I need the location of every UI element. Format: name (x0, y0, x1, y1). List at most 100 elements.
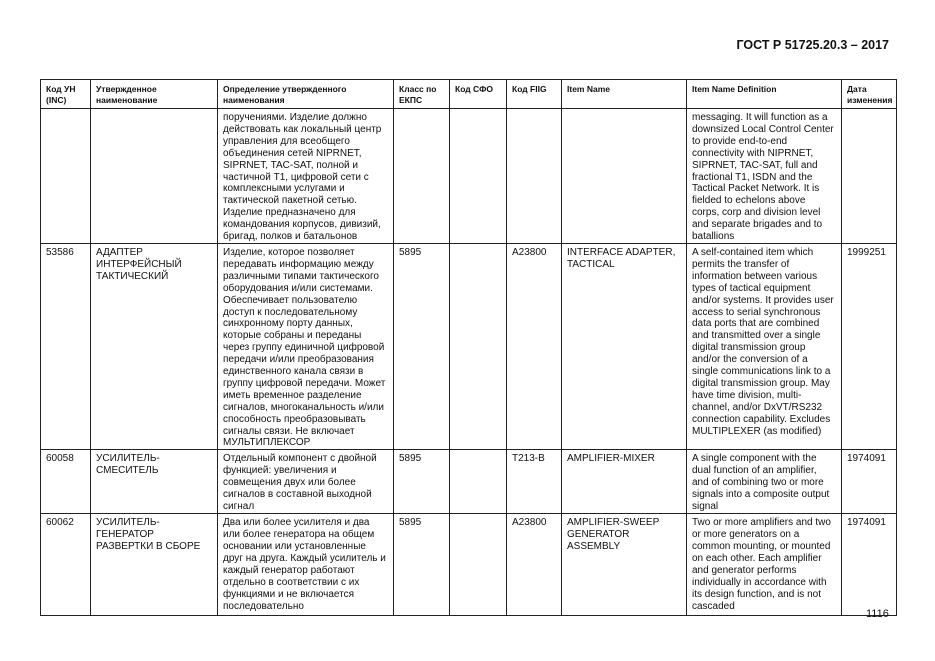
text-line: and of combining two or more (692, 477, 824, 489)
text-line: 5895 (399, 246, 422, 258)
text-line: and separate brigades and to (692, 219, 823, 231)
text-line: СМЕСИТЕЛЬ (96, 465, 159, 477)
table: Код УН (INC) Утвержденное наименование Опред… (40, 79, 897, 617)
table-cell: УСИЛИТЕЛЬ- СМЕСИТЕЛЬ (90, 449, 218, 515)
text-line: Код FIIG (512, 84, 547, 94)
table-cell: Изделие, которое позволяет передавать инф… (217, 242, 394, 451)
text-line: объединения сетей NIPRNET, (223, 147, 362, 159)
text-line: АДАПТЕР (96, 246, 143, 258)
text-line: комплексными услугами и (223, 183, 345, 195)
text-line: наименование (96, 94, 158, 105)
text-line: УСИЛИТЕЛЬ- (96, 453, 160, 465)
table-cell: AMPLIFIER-MIXER (561, 449, 687, 515)
text-line: on each other. Each amplifier (692, 553, 822, 565)
text-line: бригад, полков и батальонов (223, 231, 358, 243)
text-line: группу цифровой передачи. Может (223, 377, 386, 389)
text-line: Two or more amplifiers and two (692, 517, 831, 529)
text-line: A single component with the (692, 453, 817, 465)
header-cell: Дата изменения (841, 79, 897, 109)
text-line: permits the transfer of (692, 258, 790, 270)
text-line: сигналов, многоканальность и/или (223, 401, 384, 413)
text-line: to provide end-to-end (692, 135, 788, 147)
text-line: data ports that are combined (692, 318, 820, 330)
text-line: common mounting, or mounted (692, 541, 831, 553)
text-line: messaging. It will function as a (692, 112, 828, 123)
text-line: Код УН (46, 84, 76, 94)
text-line: сигналы связи. Не включает (223, 425, 355, 437)
standard-code: ГОСТ Р 51725.20.3 – 2017 (736, 38, 889, 52)
text-line: 60062 (46, 517, 74, 529)
text-line: have time division, multi- (692, 389, 802, 401)
text-line: A self-contained item which (692, 246, 814, 258)
text-line: сигналов в составной выходной (223, 489, 372, 501)
header-cell: Item Name (561, 79, 687, 109)
table-cell: 1974091 (841, 513, 897, 617)
table-cell: 5895 (393, 449, 450, 515)
text-line: изменения (847, 94, 893, 105)
text-line: единственного канала связи в (223, 366, 364, 378)
text-line: командования корпусов, дивизий, (223, 219, 381, 231)
table-cell (449, 108, 507, 244)
text-line: information between various (692, 270, 818, 282)
text-line: 5895 (399, 517, 422, 529)
text-line: которые собраны и переданы (223, 330, 362, 342)
text-line: частичной Т1, цифровой сети с (223, 171, 369, 183)
text-line: 60058 (46, 453, 74, 465)
text-line: batallions (692, 231, 735, 243)
text-line: различными типами тактического (223, 270, 379, 282)
table-cell (449, 449, 507, 515)
text-line: Класс по (399, 84, 437, 94)
text-line: GENERATOR (567, 529, 630, 541)
text-line: Изделие предназначено для (223, 207, 356, 219)
header-cell: Item Name Definition (686, 79, 842, 109)
header-cell: Код FIIG (506, 79, 562, 109)
text-line: 53586 (46, 246, 74, 258)
text-line: действовать как локальный центр (223, 123, 382, 135)
table-row: 60062 УСИЛИТЕЛЬ- ГЕНЕРАТОР РАЗВЕРТКИ В СБОР… (40, 513, 897, 617)
table-cell: 1974091 (841, 449, 897, 515)
table-cell: 60058 (40, 449, 91, 515)
table-cell: Два или более усилителя и два или более г… (217, 513, 394, 617)
table-cell: 5895 (393, 513, 450, 617)
text-line: Tactical Packet Network. It is (692, 183, 820, 195)
text-line: 1999251 (847, 246, 886, 258)
text-line: A23800 (512, 517, 547, 529)
text-line: connectivity with NIPRNET, (692, 147, 814, 159)
text-line: 5895 (399, 453, 422, 465)
table-cell (40, 108, 91, 244)
table-cell (449, 242, 507, 451)
text-line: channel, and/or DxVT/RS232 (692, 401, 823, 413)
text-line: and generator performs (692, 565, 797, 576)
table-cell (449, 513, 507, 617)
text-line: INTERFACE ADAPTER, (567, 246, 676, 258)
text-line: Два или более усилителя и два (223, 517, 370, 529)
table-cell: Two or more amplifiers and two or more ge… (686, 513, 842, 617)
text-line: тактической пакетной сетью. (223, 195, 357, 207)
text-line: доступ к последовательному (223, 306, 358, 318)
text-line: fielded to echelons above (692, 195, 806, 207)
text-line: and transmitted over a single (692, 330, 821, 342)
text-line: SIPRNET, TAC-SAT, полной и (223, 159, 358, 171)
table-cell: INTERFACE ADAPTER, TACTICAL (561, 242, 687, 451)
text-line: AMPLIFIER-SWEEP (567, 517, 660, 529)
text-line: каждый генератор работают (223, 565, 355, 576)
text-line: совмещения двух или более (223, 477, 356, 489)
table-cell: 5895 (393, 242, 450, 451)
text-line: fractional T1, ISDN and the (692, 171, 813, 183)
text-line: передавать информацию между (223, 258, 374, 270)
text-line: наименования (223, 94, 285, 105)
text-line: 1974091 (847, 453, 886, 465)
text-line: функцией: увеличения и (223, 465, 337, 477)
text-line: connection capability. Excludes (692, 413, 831, 425)
table-row: поручениями. Изделие должно действовать к… (40, 108, 897, 244)
text-line: ИНТЕРФЕЙСНЫЙ (96, 258, 182, 270)
text-line: (INC) (46, 94, 67, 105)
text-line: Item Name Definition (692, 84, 777, 94)
text-line: downsized Local Control Center (692, 123, 834, 135)
table-row: 53586 АДАПТЕР ИНТЕРФЕЙСНЫЙ ТАКТИЧЕСКИЙ Издел… (40, 242, 897, 451)
text-line: через группу единичной цифровой (223, 342, 385, 354)
text-line: Изделие, которое позволяет (223, 246, 355, 258)
table-cell: УСИЛИТЕЛЬ- ГЕНЕРАТОР РАЗВЕРТКИ В СБОРЕ (90, 513, 218, 617)
text-line: individually in accordance with (692, 576, 827, 588)
table-cell: АДАПТЕР ИНТЕРФЕЙСНЫЙ ТАКТИЧЕСКИЙ (90, 242, 218, 451)
